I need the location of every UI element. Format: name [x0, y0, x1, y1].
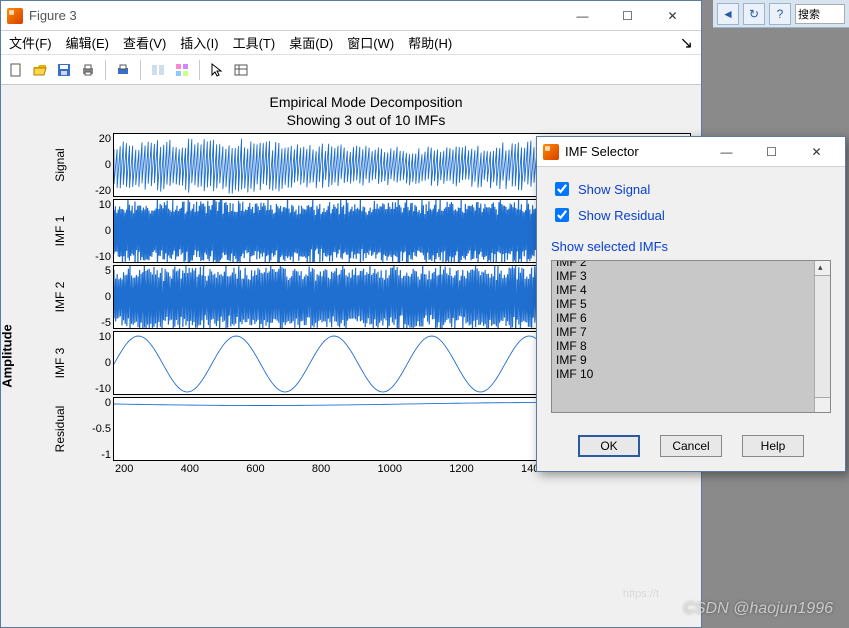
figure-toolbar — [1, 55, 701, 85]
imf-listbox[interactable]: IMF 2IMF 3IMF 4IMF 5IMF 6IMF 7IMF 8IMF 9… — [551, 260, 831, 413]
yaxis-label: Amplitude — [0, 324, 15, 388]
watermark: CSDN @haojun1996 — [683, 600, 833, 618]
background-toolbar: ◄ ↻ ? — [713, 0, 849, 28]
matlab-icon — [7, 8, 23, 24]
list-item[interactable]: IMF 5 — [556, 297, 812, 311]
pointer-icon[interactable] — [206, 59, 228, 81]
list-item[interactable]: IMF 8 — [556, 339, 812, 353]
subplot-label: IMF 1 — [28, 212, 92, 250]
open-icon[interactable] — [29, 59, 51, 81]
list-item[interactable]: IMF 4 — [556, 283, 812, 297]
dialog-minimize-button[interactable]: — — [704, 137, 749, 167]
table-icon[interactable] — [230, 59, 252, 81]
dialog-close-button[interactable]: ✕ — [794, 137, 839, 167]
imf-selector-dialog: IMF Selector — ☐ ✕ Show Signal Show Resi… — [536, 136, 846, 472]
menu-insert[interactable]: 插入(I) — [180, 33, 218, 52]
show-signal-checkbox-row[interactable]: Show Signal — [551, 179, 831, 199]
subplot-label: IMF 3 — [28, 344, 92, 382]
ok-button[interactable]: OK — [578, 435, 640, 457]
plot-title: Empirical Mode Decomposition Showing 3 o… — [41, 93, 691, 129]
menu-tools[interactable]: 工具(T) — [233, 33, 276, 52]
subplot-label: Signal — [28, 146, 92, 184]
refresh-icon[interactable]: ↻ — [743, 3, 765, 25]
print-preview-icon[interactable] — [112, 59, 134, 81]
menu-desktop[interactable]: 桌面(D) — [289, 33, 333, 52]
menu-file[interactable]: 文件(F) — [9, 33, 52, 52]
cancel-button[interactable]: Cancel — [660, 435, 722, 457]
list-item[interactable]: IMF 3 — [556, 269, 812, 283]
new-file-icon[interactable] — [5, 59, 27, 81]
data-cursor-icon[interactable] — [171, 59, 193, 81]
listbox-scrollbar[interactable]: ▴ ▾ — [814, 261, 830, 412]
menu-window[interactable]: 窗口(W) — [347, 33, 394, 52]
help-button[interactable]: Help — [742, 435, 804, 457]
print-icon[interactable] — [77, 59, 99, 81]
subplot-label: IMF 2 — [28, 278, 92, 316]
scroll-up-icon[interactable]: ▴ — [818, 262, 823, 273]
scroll-down-icon[interactable]: ▾ — [818, 400, 823, 411]
list-heading: Show selected IMFs — [551, 239, 831, 254]
back-icon[interactable]: ◄ — [717, 3, 739, 25]
figure-menubar: 文件(F) 编辑(E) 查看(V) 插入(I) 工具(T) 桌面(D) 窗口(W… — [1, 31, 701, 55]
link-icon[interactable] — [147, 59, 169, 81]
list-item[interactable]: IMF 6 — [556, 311, 812, 325]
menu-view[interactable]: 查看(V) — [123, 33, 166, 52]
menu-edit[interactable]: 编辑(E) — [66, 33, 109, 52]
plot-title-line2: Showing 3 out of 10 IMFs — [41, 111, 691, 129]
plot-title-line1: Empirical Mode Decomposition — [41, 93, 691, 111]
matlab-icon — [543, 144, 559, 160]
show-residual-checkbox-row[interactable]: Show Residual — [551, 205, 831, 225]
show-signal-checkbox[interactable] — [555, 182, 569, 196]
show-residual-label: Show Residual — [578, 208, 665, 223]
minimize-button[interactable]: — — [560, 1, 605, 31]
show-residual-checkbox[interactable] — [555, 208, 569, 222]
menu-help[interactable]: 帮助(H) — [408, 33, 452, 52]
search-input[interactable] — [795, 4, 845, 24]
watermark-link: https://t — [623, 588, 659, 600]
dialog-titlebar: IMF Selector — ☐ ✕ — [537, 137, 845, 167]
show-signal-label: Show Signal — [578, 182, 650, 197]
dock-icon[interactable]: ↘ — [680, 33, 693, 53]
figure-titlebar: Figure 3 — ☐ ✕ — [1, 1, 701, 31]
list-item[interactable]: IMF 9 — [556, 353, 812, 367]
close-button[interactable]: ✕ — [650, 1, 695, 31]
dialog-title: IMF Selector — [565, 144, 704, 159]
list-item[interactable]: IMF 7 — [556, 325, 812, 339]
subplot-label: Residual — [28, 410, 92, 448]
help-icon[interactable]: ? — [769, 3, 791, 25]
list-item[interactable]: IMF 10 — [556, 367, 812, 381]
dialog-maximize-button[interactable]: ☐ — [749, 137, 794, 167]
figure-title: Figure 3 — [29, 8, 560, 23]
maximize-button[interactable]: ☐ — [605, 1, 650, 31]
save-icon[interactable] — [53, 59, 75, 81]
list-item[interactable]: IMF 2 — [556, 260, 812, 269]
